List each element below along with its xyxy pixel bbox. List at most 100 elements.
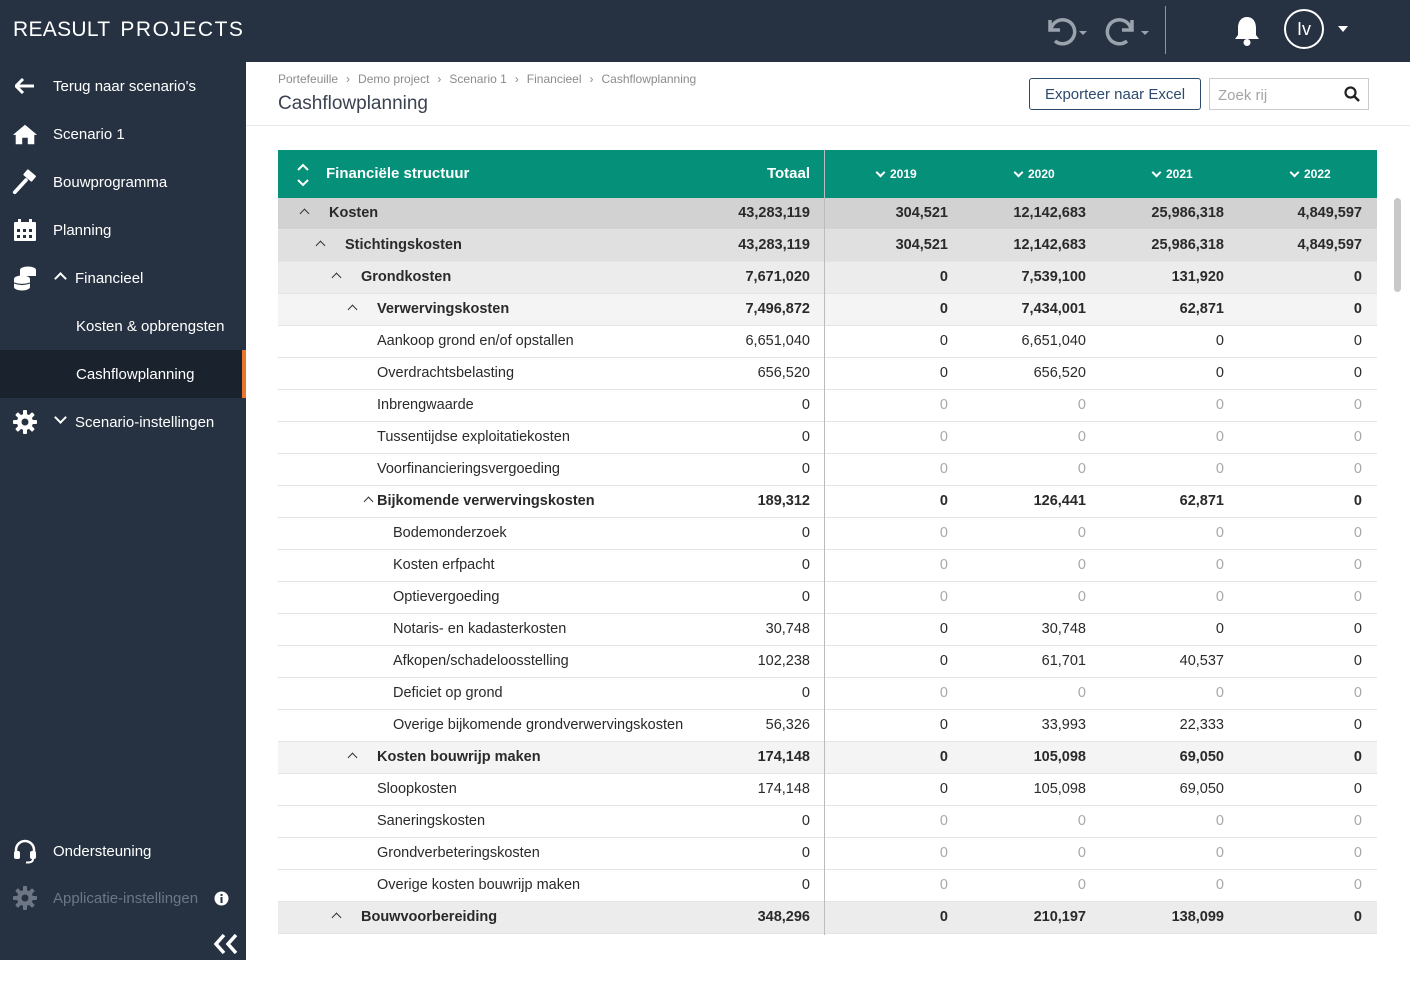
breadcrumb-item[interactable]: Scenario 1 [449,72,507,86]
table-row[interactable]: Stichtingskosten 43,283,119 304,521 12,142,… [278,230,1377,262]
column-header-year[interactable]: 2022 [1289,167,1331,181]
row-year-value[interactable]: 126,441 [1033,493,1086,509]
row-year-value[interactable]: 0 [1353,749,1362,765]
nav-planning[interactable]: Planning [0,206,246,254]
row-year-value[interactable]: 25,986,318 [1151,205,1224,221]
collapse-row-icon[interactable] [331,272,342,283]
table-row[interactable]: Kosten bouwrijp maken 174,148 0 105,098 69,0… [278,742,1377,774]
row-year-value[interactable]: 0 [1077,429,1086,445]
row-year-value[interactable]: 61,701 [1041,653,1086,669]
table-row[interactable]: Deficiet op grond 0 0 0 0 0 [278,678,1377,710]
table-row[interactable]: Bijkomende verwervingskosten 189,312 0 126,… [278,486,1377,518]
row-year-value[interactable]: 25,986,318 [1151,237,1224,253]
row-year-value[interactable]: 0 [939,429,948,445]
row-year-value[interactable]: 0 [939,333,948,349]
breadcrumb-item[interactable]: Portefeuille [278,72,339,86]
column-header-year[interactable]: 2021 [1151,167,1193,181]
row-year-value[interactable]: 69,050 [1179,749,1224,765]
table-row[interactable]: Kosten 43,283,119 304,521 12,142,683 25,986,… [278,198,1377,230]
row-year-value[interactable]: 0 [939,621,948,637]
row-year-value[interactable]: 0 [1353,717,1362,733]
row-year-value[interactable]: 0 [939,365,948,381]
undo-button[interactable] [1042,12,1088,50]
collapse-row-icon[interactable] [347,752,358,763]
row-year-value[interactable]: 138,099 [1171,909,1224,925]
row-year-value[interactable]: 0 [939,269,948,285]
row-year-value[interactable]: 0 [1215,397,1224,413]
row-year-value[interactable]: 0 [1215,877,1224,893]
row-year-value[interactable]: 62,871 [1179,493,1224,509]
row-year-value[interactable]: 0 [1353,269,1362,285]
row-year-value[interactable]: 0 [939,589,948,605]
table-row[interactable]: Grondverbeteringskosten 0 0 0 0 0 [278,838,1377,870]
row-year-value[interactable]: 0 [1353,813,1362,829]
row-year-value[interactable]: 0 [939,461,948,477]
table-row[interactable]: Aankoop grond en/of opstallen 6,651,040 0 6… [278,326,1377,358]
nav-cashflowplanning[interactable]: Cashflowplanning [0,350,246,398]
notifications-button[interactable] [1232,12,1262,50]
row-year-value[interactable]: 0 [1353,525,1362,541]
row-year-value[interactable]: 0 [939,781,948,797]
row-year-value[interactable]: 33,993 [1041,717,1086,733]
collapse-row-icon[interactable] [347,304,358,315]
row-year-value[interactable]: 656,520 [1033,365,1086,381]
nav-ondersteuning[interactable]: Ondersteuning [0,827,246,875]
table-scrollbar[interactable] [1394,198,1401,292]
row-year-value[interactable]: 0 [939,301,948,317]
row-year-value[interactable]: 0 [1353,461,1362,477]
row-year-value[interactable]: 0 [1353,333,1362,349]
user-avatar[interactable]: Iv [1284,9,1324,49]
row-year-value[interactable]: 0 [939,397,948,413]
row-year-value[interactable]: 0 [1215,461,1224,477]
user-menu-caret-icon[interactable] [1338,26,1348,32]
row-year-value[interactable]: 0 [939,525,948,541]
row-year-value[interactable]: 22,333 [1179,717,1224,733]
row-year-value[interactable]: 0 [1077,845,1086,861]
row-year-value[interactable]: 105,098 [1033,749,1086,765]
table-row[interactable]: Bodemonderzoek 0 0 0 0 0 [278,518,1377,550]
export-excel-button[interactable]: Exporteer naar Excel [1029,78,1201,110]
table-row[interactable]: Afkopen/schadeloosstelling 102,238 0 61,701… [278,646,1377,678]
row-year-value[interactable]: 0 [939,493,948,509]
table-row[interactable]: Kosten erfpacht 0 0 0 0 0 [278,550,1377,582]
collapse-row-icon[interactable] [315,240,326,251]
row-year-value[interactable]: 0 [1353,557,1362,573]
row-year-value[interactable]: 4,849,597 [1297,205,1362,221]
row-year-value[interactable]: 131,920 [1171,269,1224,285]
row-year-value[interactable]: 0 [939,877,948,893]
collapse-row-icon[interactable] [299,208,310,219]
row-year-value[interactable]: 0 [939,557,948,573]
redo-button[interactable] [1104,12,1150,50]
column-header-year[interactable]: 2020 [1013,167,1055,181]
table-row[interactable]: Overige kosten bouwrijp maken 0 0 0 0 0 [278,870,1377,902]
row-year-value[interactable]: 0 [1215,813,1224,829]
table-row[interactable]: Inbrengwaarde 0 0 0 0 0 [278,390,1377,422]
breadcrumb-item[interactable]: Demo project [358,72,430,86]
row-year-value[interactable]: 0 [1353,621,1362,637]
row-year-value[interactable]: 210,197 [1033,909,1086,925]
row-year-value[interactable]: 0 [939,717,948,733]
collapse-sidebar-button[interactable] [212,932,240,956]
row-year-value[interactable]: 12,142,683 [1013,205,1086,221]
table-row[interactable]: Overige bijkomende grondverwervingskoste… [278,710,1377,742]
breadcrumb-item[interactable]: Financieel [526,72,582,86]
row-year-value[interactable]: 0 [1215,333,1224,349]
row-year-value[interactable]: 0 [1077,397,1086,413]
search-input[interactable] [1218,85,1338,105]
nav-scenario-instellingen[interactable]: Scenario-instellingen [0,398,246,446]
row-year-value[interactable]: 0 [1077,813,1086,829]
row-year-value[interactable]: 0 [1077,589,1086,605]
row-year-value[interactable]: 40,537 [1179,653,1224,669]
row-year-value[interactable]: 0 [1353,845,1362,861]
row-year-value[interactable]: 0 [1077,525,1086,541]
row-year-value[interactable]: 0 [939,749,948,765]
info-icon[interactable] [214,891,229,910]
row-year-value[interactable]: 0 [1353,429,1362,445]
row-year-value[interactable]: 0 [1353,685,1362,701]
row-year-value[interactable]: 0 [939,685,948,701]
row-year-value[interactable]: 69,050 [1179,781,1224,797]
row-year-value[interactable]: 0 [1353,877,1362,893]
row-year-value[interactable]: 304,521 [895,237,948,253]
row-year-value[interactable]: 0 [1353,365,1362,381]
row-year-value[interactable]: 0 [939,845,948,861]
